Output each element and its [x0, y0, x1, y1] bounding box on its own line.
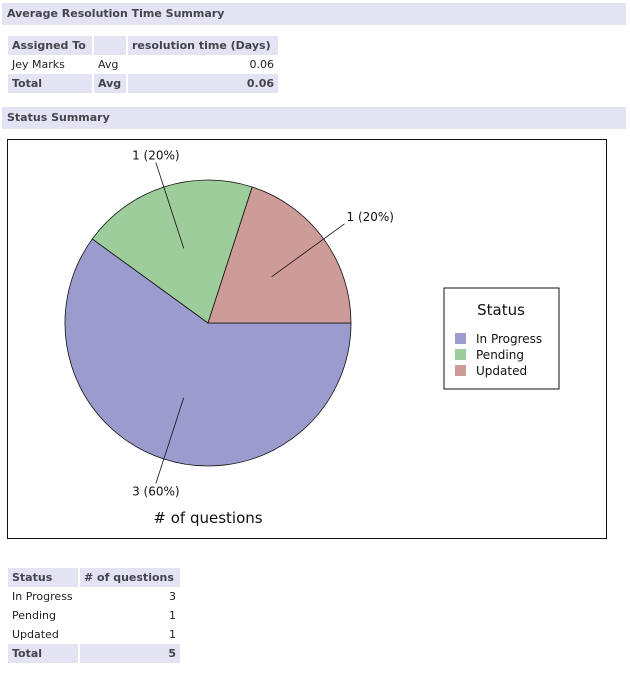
table-header-row: Assigned To resolution time (Days) — [8, 36, 278, 55]
data-label-pending: 1 (20%) — [132, 149, 179, 163]
status-cell: Updated — [12, 628, 59, 641]
status-table: Status # of questions In Progress 3 Pend… — [8, 568, 180, 663]
data-label-in-progress: 3 (60%) — [132, 484, 179, 498]
count-cell: 1 — [169, 609, 176, 622]
legend-label-updated: Updated — [476, 364, 527, 378]
status-cell: In Progress — [12, 590, 73, 603]
total-stat: Avg — [94, 74, 128, 93]
column-header-assigned-to: Assigned To — [8, 36, 94, 55]
table-row: Updated 1 — [8, 625, 180, 644]
table-row: In Progress 3 — [8, 587, 180, 606]
data-label-updated: 1 (20%) — [347, 210, 394, 224]
legend-swatch-updated — [455, 365, 466, 376]
stat-cell: Avg — [98, 58, 119, 71]
table-row: Jey Marks Avg 0.06 — [8, 55, 278, 74]
total-row: Total 5 — [8, 644, 180, 663]
table-row: Pending 1 — [8, 606, 180, 625]
assigned-to-cell: Jey Marks — [12, 58, 65, 71]
pie-chart-svg: 3 (60%) 1 (20%) 1 (20%) # of questions Sta… — [64, 149, 560, 527]
total-count: 5 — [80, 644, 180, 663]
table-header-row: Status # of questions — [8, 568, 180, 587]
total-value: 0.06 — [128, 74, 278, 93]
resolution-table: Assigned To resolution time (Days) Jey M… — [8, 36, 278, 93]
legend-swatch-in-progress — [455, 333, 466, 344]
legend-label-in-progress: In Progress — [476, 332, 542, 346]
column-header-blank — [94, 36, 128, 55]
count-cell: 1 — [169, 628, 176, 641]
count-cell: 3 — [169, 590, 176, 603]
legend-swatch-pending — [455, 349, 466, 360]
legend-title: Status — [477, 301, 525, 319]
resolution-summary-header: Average Resolution Time Summary — [2, 3, 626, 25]
total-label: Total — [8, 644, 80, 663]
total-row: Total Avg 0.06 — [8, 74, 278, 93]
column-header-status: Status — [8, 568, 80, 587]
status-cell: Pending — [12, 609, 56, 622]
status-pie-chart: 3 (60%) 1 (20%) 1 (20%) # of questions Sta… — [7, 139, 607, 539]
column-header-resolution-time: resolution time (Days) — [128, 36, 278, 55]
leader-line-in-progress — [155, 397, 185, 484]
leader-line-pending — [155, 162, 185, 249]
legend-label-pending: Pending — [476, 348, 524, 362]
column-header-count: # of questions — [80, 568, 180, 587]
status-summary-header: Status Summary — [2, 107, 626, 129]
resolution-value-cell: 0.06 — [249, 58, 275, 71]
total-label: Total — [8, 74, 94, 93]
chart-title: # of questions — [153, 509, 262, 527]
chart-legend: Status In Progress Pending Updated — [443, 287, 560, 390]
leader-line-updated — [271, 223, 345, 278]
